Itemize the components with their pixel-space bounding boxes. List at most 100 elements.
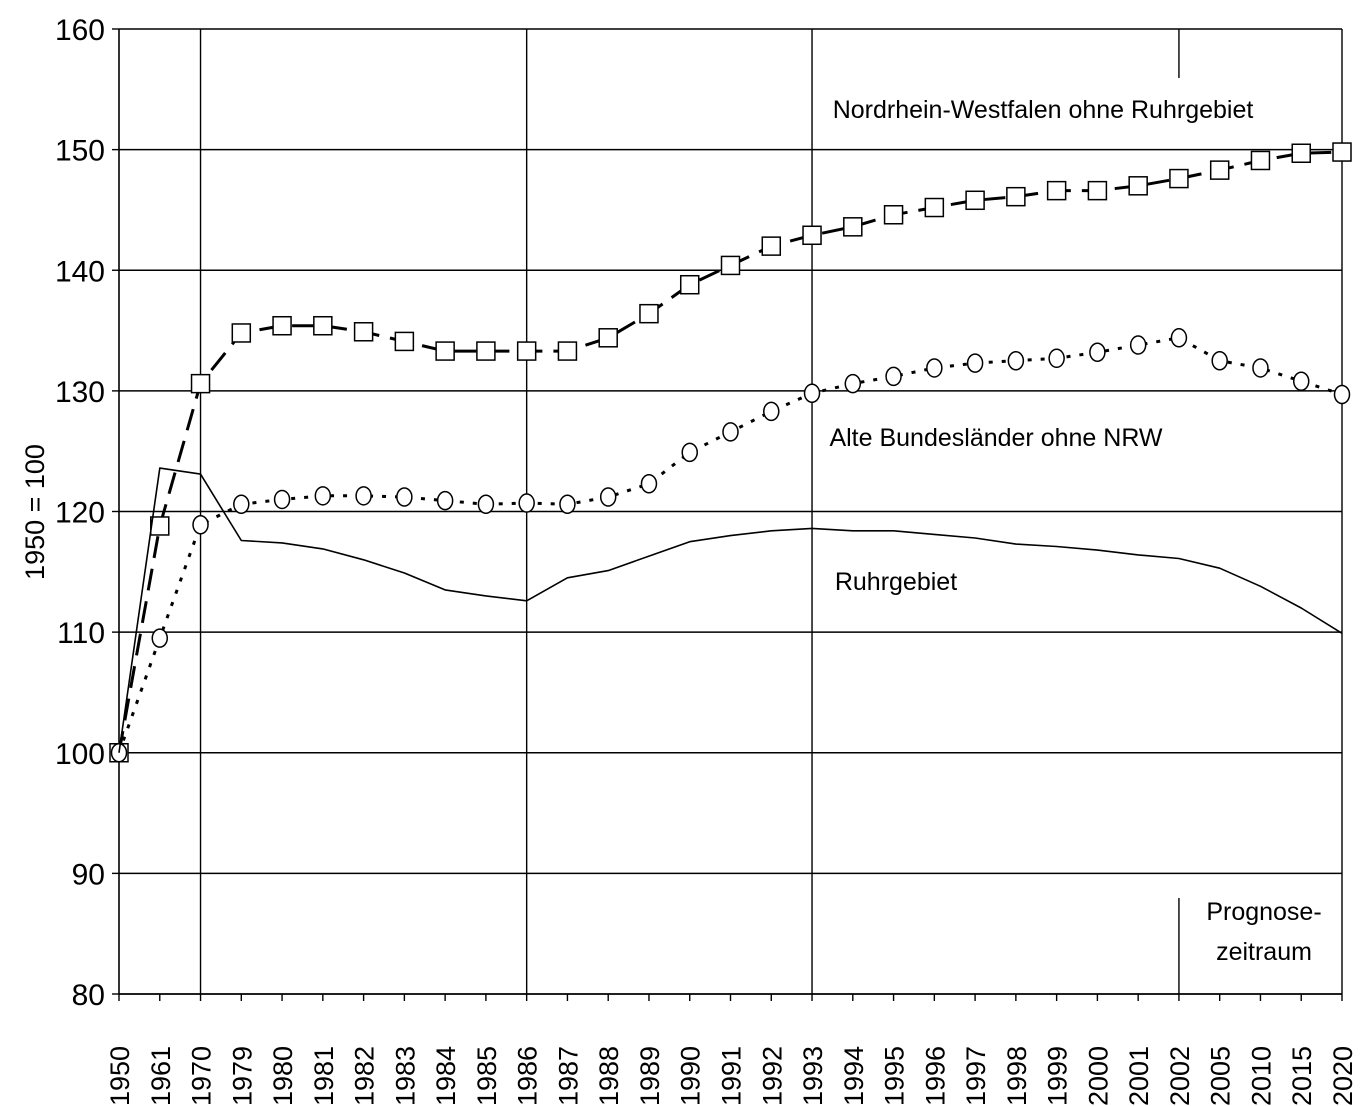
x-tick-label: 1979 bbox=[227, 1046, 257, 1106]
point-circle-marker bbox=[1007, 350, 1025, 371]
point-circle-marker bbox=[151, 628, 169, 648]
point-circle-marker bbox=[1170, 328, 1188, 348]
y-tick-label: 130 bbox=[55, 376, 105, 409]
grid-layer bbox=[119, 28, 1342, 995]
y-axis-label: 1950 = 100 bbox=[20, 444, 50, 580]
point-square-marker bbox=[476, 341, 496, 361]
tick-labels: 80 90 100 110 120 130 140 150 160 1950 1961 1970 197… bbox=[55, 14, 1358, 1106]
point-circle-marker bbox=[233, 494, 250, 515]
point-circle-marker bbox=[763, 401, 780, 422]
point-circle-marker bbox=[1129, 335, 1147, 355]
axes bbox=[112, 28, 1343, 1001]
point-square-marker bbox=[1250, 150, 1271, 171]
point-square-marker bbox=[272, 315, 292, 336]
point-square-marker bbox=[883, 205, 904, 225]
point-square-marker bbox=[516, 341, 537, 361]
x-tick-label: 2002 bbox=[1165, 1046, 1195, 1106]
y-tick-label: 150 bbox=[55, 135, 105, 168]
x-tick-label: 1986 bbox=[513, 1046, 543, 1106]
x-tick-label: 2000 bbox=[1083, 1046, 1113, 1106]
point-square-marker bbox=[557, 341, 578, 361]
point-circle-marker bbox=[844, 373, 862, 394]
point-circle-marker bbox=[518, 493, 535, 513]
x-tick-label: 1981 bbox=[309, 1046, 339, 1106]
point-square-marker bbox=[1128, 176, 1148, 196]
point-circle-marker bbox=[885, 366, 902, 387]
point-circle-marker bbox=[192, 515, 209, 535]
point-square-marker bbox=[720, 255, 741, 276]
x-tick-label: 1994 bbox=[839, 1046, 869, 1106]
annotation-label: zeitraum bbox=[1216, 938, 1312, 966]
point-square-marker bbox=[924, 197, 945, 218]
x-tick-label: 2005 bbox=[1206, 1046, 1236, 1106]
y-tick-label: 140 bbox=[55, 255, 105, 288]
point-circle-marker bbox=[273, 489, 291, 510]
point-circle-marker bbox=[355, 486, 372, 506]
point-square-marker bbox=[679, 274, 700, 295]
point-circle-marker bbox=[396, 487, 413, 507]
y-tick-label: 100 bbox=[55, 738, 105, 771]
x-tick-label: 1961 bbox=[146, 1046, 176, 1106]
x-tick-label: 1982 bbox=[350, 1046, 380, 1106]
x-tick-label: 1988 bbox=[594, 1046, 624, 1106]
point-square-marker bbox=[1209, 160, 1230, 180]
x-tick-label: 1995 bbox=[880, 1046, 910, 1106]
x-tick-label: 1970 bbox=[187, 1046, 217, 1106]
point-square-marker bbox=[435, 341, 455, 361]
x-tick-label: 1998 bbox=[1002, 1046, 1032, 1106]
point-square-marker bbox=[639, 303, 659, 324]
x-tick-label: 2020 bbox=[1328, 1046, 1358, 1106]
y-tick-label: 120 bbox=[55, 497, 105, 530]
point-square-marker bbox=[843, 217, 863, 237]
x-tick-label: 1984 bbox=[431, 1046, 461, 1106]
point-square-marker bbox=[353, 322, 374, 342]
point-square-marker bbox=[1087, 180, 1108, 201]
x-tick-label: 1990 bbox=[676, 1046, 706, 1106]
point-square-marker bbox=[802, 225, 822, 246]
point-square-marker bbox=[965, 190, 985, 211]
x-tick-label: 1987 bbox=[553, 1046, 583, 1106]
y-tick-label: 90 bbox=[72, 858, 105, 891]
y-tick-label: 110 bbox=[57, 617, 105, 650]
vertical-markers bbox=[199, 29, 1180, 994]
point-square-marker bbox=[1046, 180, 1067, 201]
annotation-label: Ruhrgebiet bbox=[835, 568, 957, 596]
y-tick-label: 80 bbox=[72, 979, 105, 1012]
series-layer bbox=[109, 142, 1352, 763]
series-line bbox=[117, 150, 1343, 754]
x-tick-label: 1985 bbox=[472, 1046, 502, 1106]
x-tick-label: 1950 bbox=[105, 1046, 135, 1106]
y-tick-label: 160 bbox=[55, 14, 105, 47]
point-circle-marker bbox=[1089, 342, 1106, 363]
point-square-marker bbox=[231, 323, 252, 343]
point-circle-marker bbox=[966, 353, 984, 373]
x-tick-label: 1997 bbox=[961, 1046, 991, 1106]
x-tick-label: 1980 bbox=[268, 1046, 298, 1106]
point-square-marker bbox=[761, 236, 782, 256]
point-circle-marker bbox=[1292, 371, 1310, 391]
point-square-marker bbox=[190, 373, 211, 394]
series-2 bbox=[110, 328, 1351, 763]
x-tick-label: 1983 bbox=[390, 1046, 420, 1106]
series-3 bbox=[118, 467, 1343, 753]
point-circle-marker bbox=[1048, 348, 1065, 369]
x-tick-label: 2010 bbox=[1246, 1046, 1276, 1106]
x-tick-label: 1993 bbox=[798, 1046, 828, 1106]
point-square-marker bbox=[1332, 142, 1352, 162]
annotation-label: Prognose- bbox=[1206, 898, 1321, 926]
point-circle-marker bbox=[599, 487, 617, 507]
x-tick-label: 1991 bbox=[717, 1046, 747, 1106]
point-circle-marker bbox=[1252, 358, 1269, 378]
point-square-marker bbox=[150, 516, 170, 536]
point-square-marker bbox=[1169, 168, 1189, 189]
point-square-marker bbox=[598, 328, 618, 348]
point-circle-marker bbox=[722, 422, 739, 442]
annotation-label: Nordrhein-Westfalen ohne Ruhrgebiet bbox=[833, 96, 1254, 124]
x-tick-label: 2015 bbox=[1287, 1046, 1317, 1106]
x-tick-label: 1992 bbox=[757, 1046, 787, 1106]
point-circle-marker bbox=[559, 494, 576, 515]
point-circle-marker bbox=[436, 490, 454, 511]
point-circle-marker bbox=[1211, 350, 1228, 371]
point-circle-marker bbox=[314, 486, 332, 506]
